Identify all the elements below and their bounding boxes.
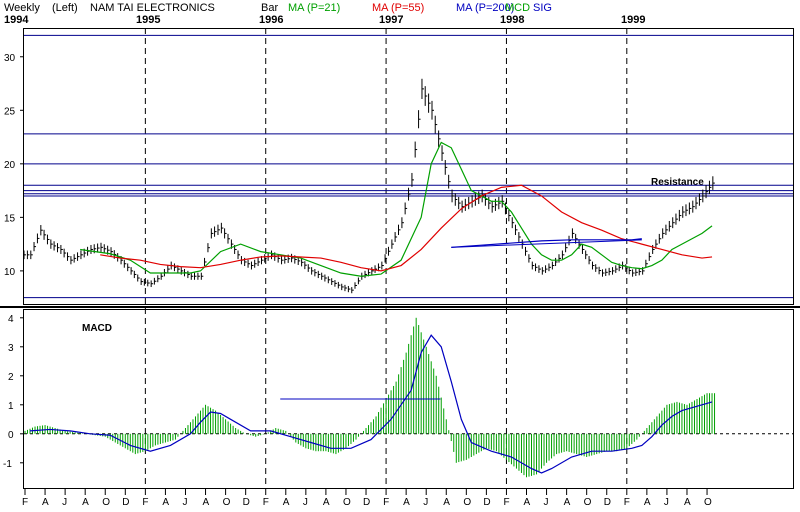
month-label: A bbox=[564, 497, 571, 507]
ma200-line bbox=[451, 238, 642, 248]
header-weekly: Weekly bbox=[4, 2, 40, 14]
month-label: J bbox=[664, 497, 669, 507]
month-label: A bbox=[283, 497, 290, 507]
year-labels: 1994 1995 1996 1997 1998 1999 bbox=[4, 14, 645, 26]
month-label: D bbox=[122, 497, 129, 507]
month-label: F bbox=[22, 497, 28, 507]
month-label: F bbox=[383, 497, 389, 507]
year-label: 1997 bbox=[379, 14, 403, 26]
macd-signal-line bbox=[29, 334, 713, 474]
month-label: O bbox=[223, 497, 231, 507]
month-label: F bbox=[624, 497, 630, 507]
month-label: A bbox=[684, 497, 691, 507]
price-y-tick-label: 10 bbox=[4, 267, 16, 278]
price-panel-frame bbox=[23, 28, 794, 305]
macd-y-tick-label: 2 bbox=[8, 372, 14, 383]
month-label: A bbox=[82, 497, 89, 507]
legend-sig: SIG bbox=[533, 2, 552, 14]
month-label: J bbox=[182, 497, 187, 507]
month-label: F bbox=[263, 497, 269, 507]
month-label: D bbox=[604, 497, 611, 507]
legend-ma55: MA (P=55) bbox=[372, 2, 424, 14]
macd-y-tick-label: 4 bbox=[8, 314, 14, 325]
year-label: 1999 bbox=[621, 14, 645, 26]
macd-panel-frame bbox=[23, 309, 794, 489]
month-label: A bbox=[403, 497, 410, 507]
header-axis-side: (Left) bbox=[52, 2, 78, 14]
month-label: A bbox=[42, 497, 49, 507]
macd-y-tick-label: 0 bbox=[8, 430, 14, 441]
legend-ma200: MA (P=200) bbox=[456, 2, 514, 14]
month-label: J bbox=[62, 497, 67, 507]
month-label: D bbox=[243, 497, 250, 507]
month-label: A bbox=[443, 497, 450, 507]
macd-title: MACD bbox=[82, 323, 112, 334]
month-label: A bbox=[323, 497, 330, 507]
month-label: O bbox=[463, 497, 471, 507]
ma55-line bbox=[100, 184, 713, 272]
month-label: A bbox=[524, 497, 531, 507]
plot-layer: 10 15 20 25 30 -1 0 1 2 3 4 F A J A O D F A J A O D F A J A O D F A J A O… bbox=[3, 28, 793, 508]
header-company: NAM TAI ELECTRONICS bbox=[90, 2, 215, 14]
month-label: D bbox=[363, 497, 370, 507]
month-label: A bbox=[644, 497, 651, 507]
month-label: F bbox=[503, 497, 509, 507]
price-y-tick-label: 30 bbox=[4, 53, 16, 64]
macd-y-tick-label: 1 bbox=[8, 401, 14, 412]
macd-y-tick-label: -1 bbox=[3, 459, 12, 470]
month-label: F bbox=[142, 497, 148, 507]
month-label: J bbox=[544, 497, 549, 507]
legend-ma21: MA (P=21) bbox=[288, 2, 340, 14]
month-label: A bbox=[203, 497, 210, 507]
month-label: J bbox=[303, 497, 308, 507]
year-label: 1994 bbox=[4, 14, 29, 26]
month-label: A bbox=[162, 497, 169, 507]
month-label: O bbox=[704, 497, 712, 507]
trendline bbox=[451, 239, 642, 248]
month-label: O bbox=[102, 497, 110, 507]
year-label: 1996 bbox=[259, 14, 283, 26]
ma21-line bbox=[80, 141, 713, 277]
resistance-label: Resistance bbox=[651, 177, 704, 188]
header-bar-label: Bar bbox=[261, 2, 278, 14]
month-label: O bbox=[343, 497, 351, 507]
month-label: O bbox=[584, 497, 592, 507]
macd-y-tick-label: 3 bbox=[8, 343, 14, 354]
legend-mcd: MCD bbox=[505, 2, 530, 14]
year-label: 1998 bbox=[500, 14, 524, 26]
year-label: 1995 bbox=[136, 14, 160, 26]
price-y-tick-label: 25 bbox=[4, 106, 16, 117]
month-label: D bbox=[483, 497, 490, 507]
month-label: J bbox=[423, 497, 428, 507]
price-y-tick-label: 15 bbox=[4, 213, 16, 224]
price-y-tick-label: 20 bbox=[4, 160, 16, 171]
